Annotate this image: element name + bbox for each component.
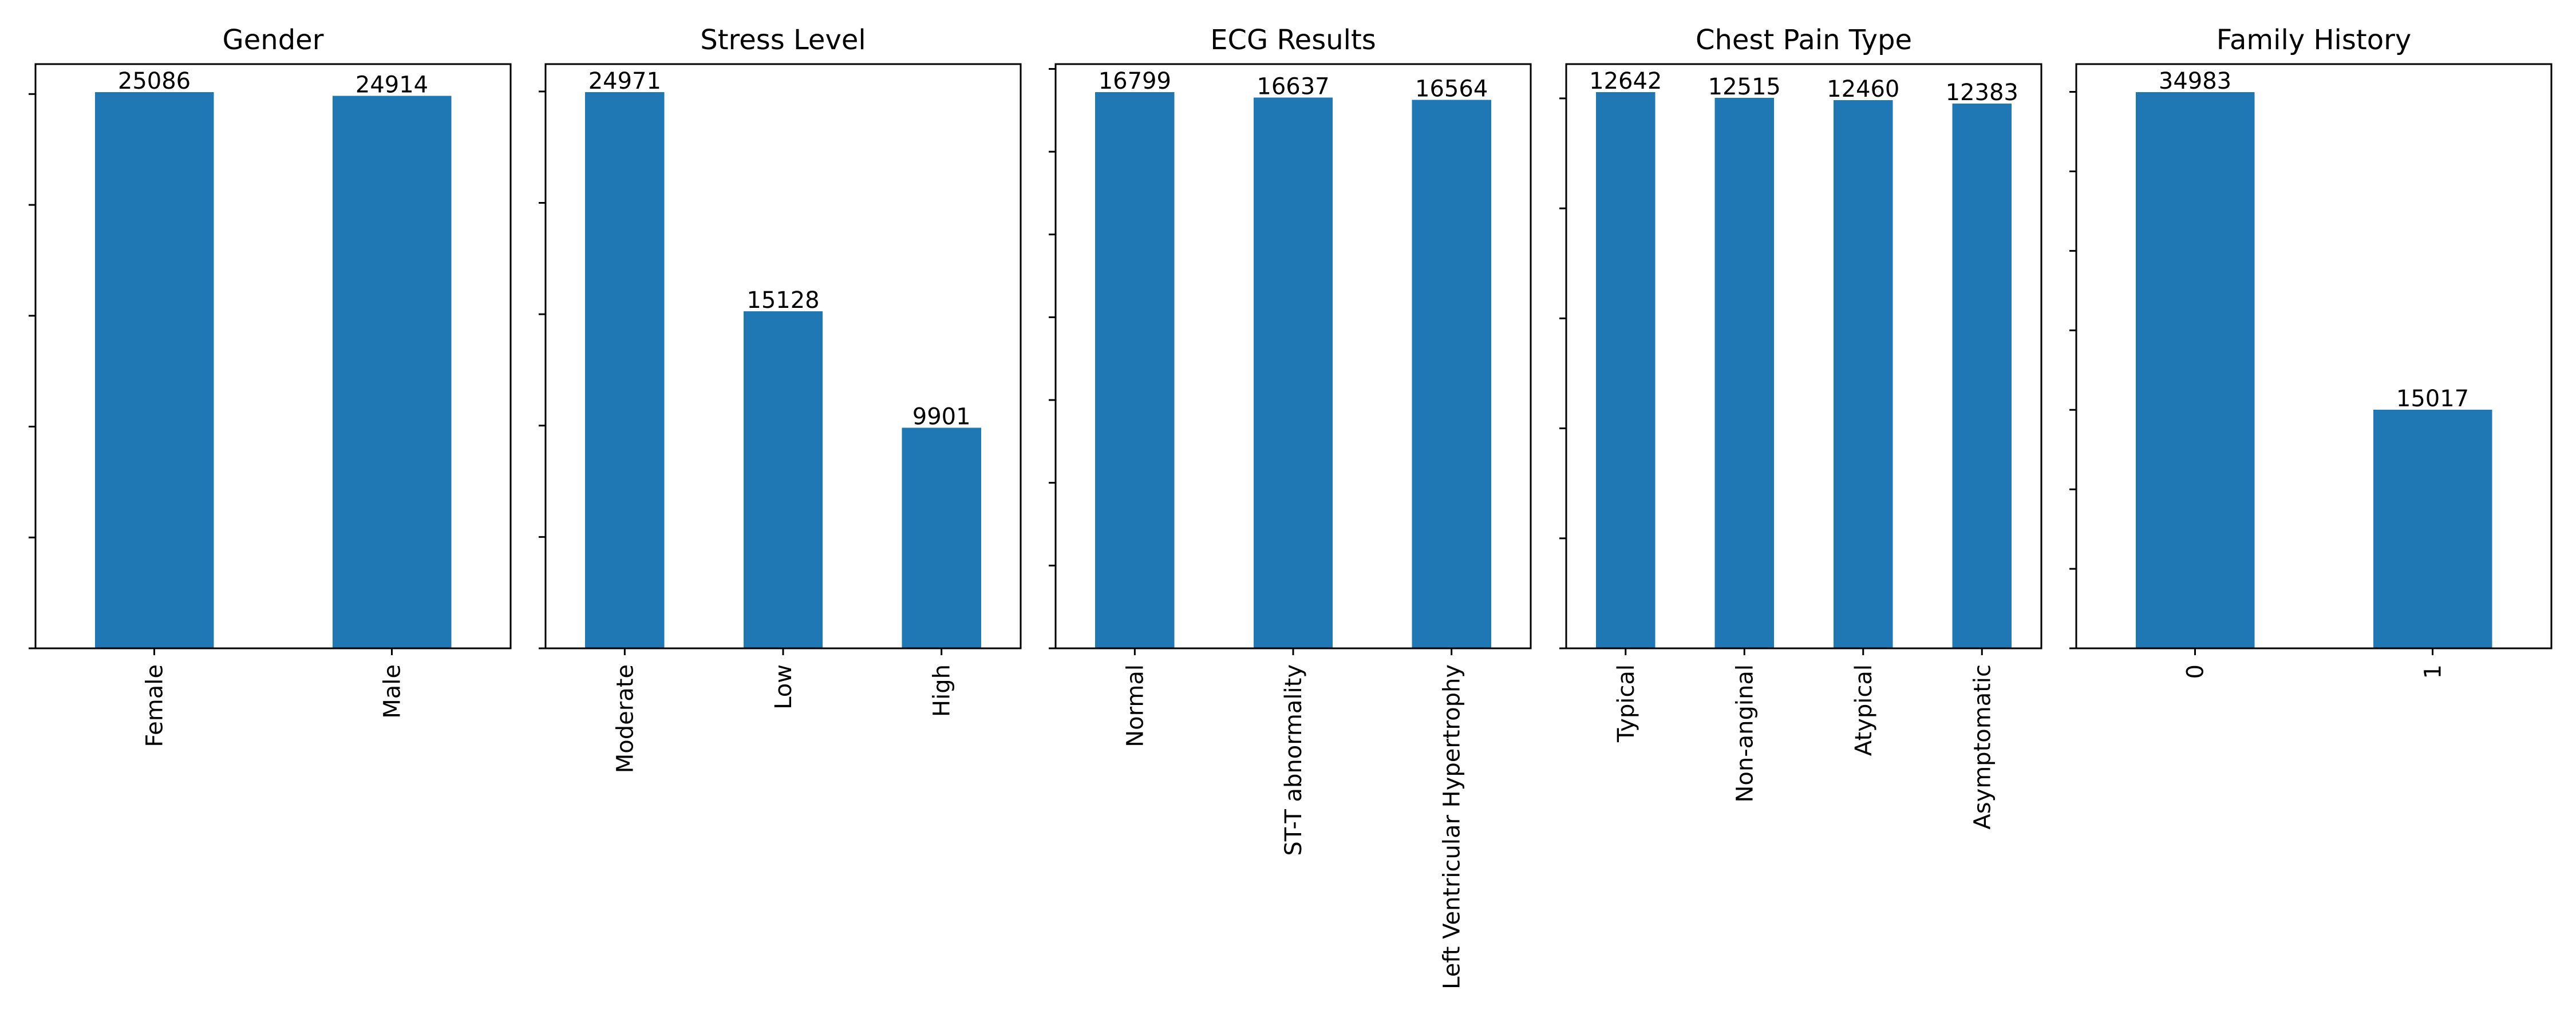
bar-non-anginal xyxy=(1714,97,1775,648)
data-label: 16799 xyxy=(1099,68,1171,94)
chart-title: Family History xyxy=(2217,24,2411,56)
x-tick-label: 0 xyxy=(2183,664,2209,679)
x-tick-label: Typical xyxy=(1613,664,1639,743)
data-label: 12642 xyxy=(1589,68,1662,94)
bar-atypical xyxy=(1833,100,1893,649)
data-label: 16564 xyxy=(1415,76,1488,102)
x-tick-label: Male xyxy=(380,664,406,719)
x-tick-label: Non-anginal xyxy=(1732,664,1758,803)
chart-panel-5: 34983 0 15017 1 Family History xyxy=(2069,24,2553,679)
x-tick-label: Female xyxy=(142,664,168,747)
chart-panel-4: 12642 Typical 12515 Non-anginal 12460 Atypica… xyxy=(1559,24,2042,830)
bar-normal xyxy=(1095,92,1175,648)
x-tick-label: 1 xyxy=(2420,664,2447,679)
data-label: 25086 xyxy=(118,68,191,94)
chart-panel-1: 25086 Female 24914 Male Gender xyxy=(29,24,512,747)
data-label: 12515 xyxy=(1708,74,1781,100)
bar-1 xyxy=(2373,409,2492,648)
bar-low xyxy=(743,311,823,648)
data-label: 15128 xyxy=(746,287,819,314)
bar-left-ventricular-hypertrophy xyxy=(1412,100,1491,649)
chart-panel-2: 24971 Moderate 15128 Low 9901 High Stress Leve… xyxy=(539,24,1022,773)
bar-st-t-abnormality xyxy=(1253,97,1333,648)
x-tick-label: Asymptomatic xyxy=(1969,664,1996,830)
data-label: 12460 xyxy=(1827,76,1899,102)
plot-frame xyxy=(1054,63,1532,649)
bar-high xyxy=(902,427,981,648)
data-label: 9901 xyxy=(912,404,971,430)
chart-panel-3: 16799 Normal 16637 ST-T abnormality 16564 Lef… xyxy=(1049,24,1532,989)
bar-0 xyxy=(2135,92,2255,648)
bar-female xyxy=(94,92,214,648)
plot-frame xyxy=(2075,63,2553,649)
plot-frame xyxy=(544,63,1022,649)
x-tick-label: ST-T abnormality xyxy=(1281,664,1307,856)
x-tick-label: High xyxy=(929,664,955,717)
data-label: 24971 xyxy=(588,68,661,94)
chart-title: Gender xyxy=(223,24,324,56)
data-label: 34983 xyxy=(2159,68,2231,94)
data-label: 24914 xyxy=(355,72,428,98)
bar-male xyxy=(332,96,452,648)
chart-title: ECG Results xyxy=(1210,24,1376,56)
x-tick-label: Normal xyxy=(1122,664,1148,747)
bar-moderate xyxy=(585,92,665,648)
x-tick-label: Low xyxy=(771,664,797,710)
chart-title: Stress Level xyxy=(700,24,866,56)
data-label: 12383 xyxy=(1946,80,2018,106)
bar-typical xyxy=(1595,92,1656,648)
plot-frame xyxy=(1565,63,2042,649)
plot-frame xyxy=(34,63,512,649)
x-tick-label: Left Ventricular Hypertrophy xyxy=(1439,664,1465,989)
chart-title: Chest Pain Type xyxy=(1696,24,1912,56)
x-tick-label: Atypical xyxy=(1851,664,1877,756)
data-label: 16637 xyxy=(1257,73,1329,100)
bar-asymptomatic xyxy=(1952,103,2012,648)
x-tick-label: Moderate xyxy=(612,664,638,773)
data-label: 15017 xyxy=(2396,386,2469,412)
